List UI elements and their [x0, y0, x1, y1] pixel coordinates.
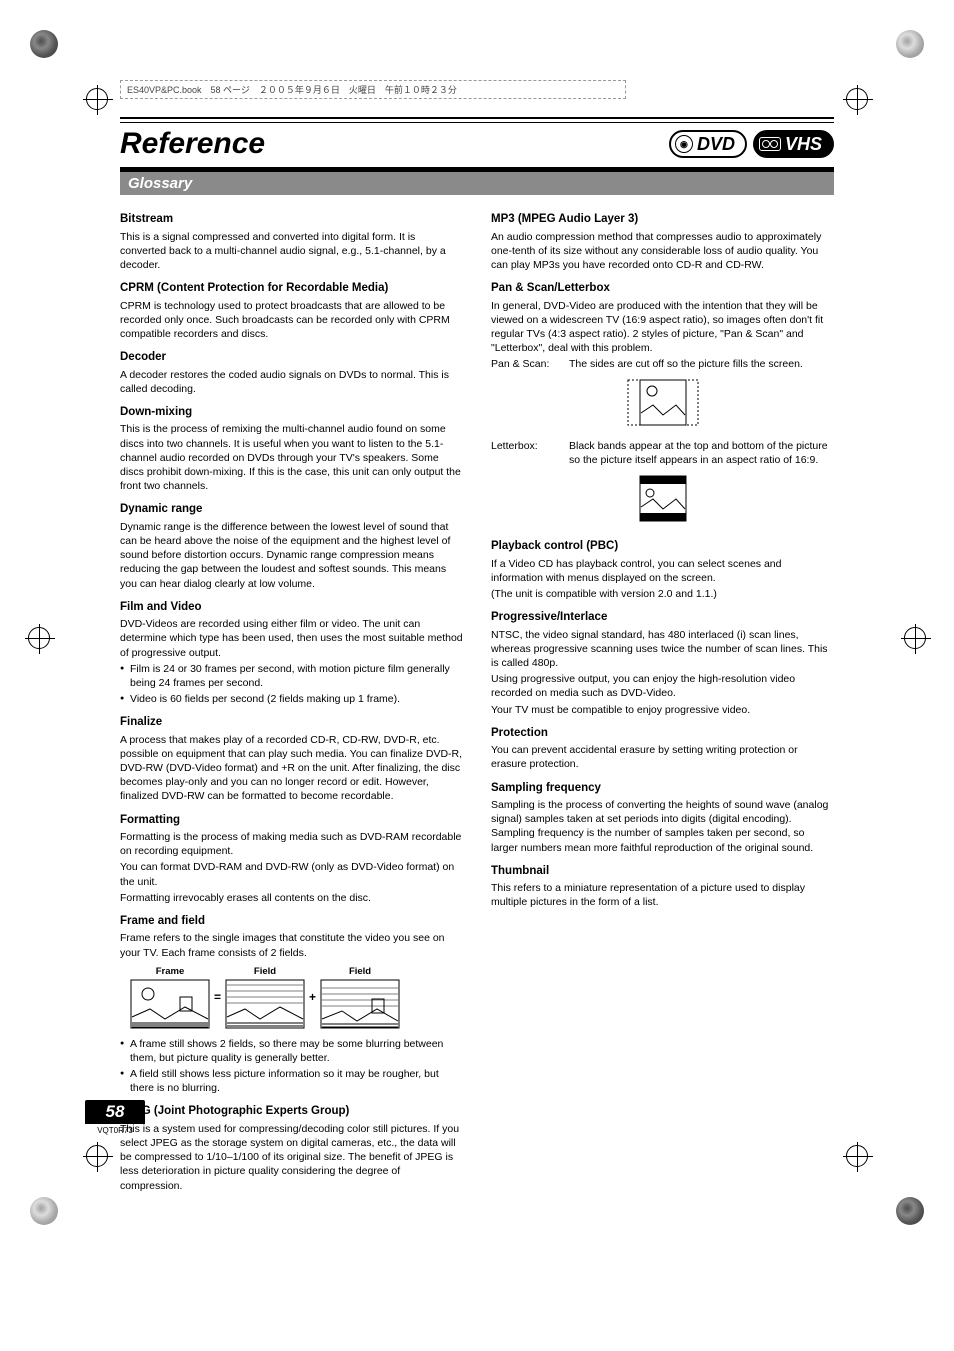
definition-key: Letterbox:	[491, 439, 563, 467]
term-body: NTSC, the video signal standard, has 480…	[491, 628, 834, 671]
doc-code: VQT0R73	[85, 1124, 145, 1135]
panscan-figure-icon	[491, 375, 834, 434]
page-meta-header: ES40VP&PC.book 58 ページ ２００５年９月６日 火曜日 午前１０…	[120, 80, 626, 99]
figure-label: Frame	[130, 966, 210, 979]
term-heading: Playback control (PBC)	[491, 539, 834, 555]
page-content: Reference ◉ DVD VHS Glossary Bitstream T…	[120, 117, 834, 1195]
term-body: A process that makes play of a recorded …	[120, 733, 463, 804]
term-body: Using progressive output, you can enjoy …	[491, 672, 834, 700]
term-heading: Thumbnail	[491, 864, 834, 880]
registration-mark	[28, 627, 50, 649]
term-body: Dynamic range is the difference between …	[120, 520, 463, 591]
term-heading: Frame and field	[120, 914, 463, 930]
term-heading: Sampling frequency	[491, 781, 834, 797]
vhs-badge: VHS	[753, 130, 834, 158]
crop-mark-br	[896, 1197, 924, 1225]
disc-icon: ◉	[675, 135, 693, 153]
figure-label: Field	[225, 966, 305, 979]
term-body: This is a system used for compressing/de…	[120, 1122, 463, 1193]
term-heading: MP3 (MPEG Audio Layer 3)	[491, 212, 834, 228]
column-left: Bitstream This is a signal compressed an…	[120, 203, 463, 1195]
registration-mark	[86, 88, 108, 110]
dvd-badge-label: DVD	[697, 134, 735, 155]
definition-key: Pan & Scan:	[491, 357, 563, 371]
term-heading: CPRM (Content Protection for Recordable …	[120, 281, 463, 297]
crop-mark-tl	[30, 30, 58, 58]
definition-row: Letterbox: Black bands appear at the top…	[491, 439, 834, 467]
registration-mark	[846, 88, 868, 110]
registration-mark	[86, 1145, 108, 1167]
list-item: Film is 24 or 30 frames per second, with…	[120, 662, 463, 690]
vhs-badge-label: VHS	[785, 134, 822, 155]
title-row: Reference ◉ DVD VHS	[120, 127, 834, 161]
term-heading: Dynamic range	[120, 502, 463, 518]
term-heading: Bitstream	[120, 212, 463, 228]
definition-value: The sides are cut off so the picture fil…	[569, 357, 834, 371]
term-heading: Finalize	[120, 715, 463, 731]
frame-field-figure: Frame = Fie	[130, 966, 463, 1029]
field-figure-icon	[320, 979, 400, 1029]
crop-mark-bl	[30, 1197, 58, 1225]
definition-value: Black bands appear at the top and bottom…	[569, 439, 834, 467]
term-body: CPRM is technology used to protect broad…	[120, 299, 463, 342]
list-item: A frame still shows 2 fields, so there m…	[120, 1037, 463, 1065]
section-heading: Glossary	[120, 172, 834, 195]
term-heading: Progressive/Interlace	[491, 610, 834, 626]
cassette-icon	[759, 137, 781, 151]
term-body: An audio compression method that compres…	[491, 230, 834, 273]
format-badges: ◉ DVD VHS	[669, 130, 834, 158]
list-item: Video is 60 fields per second (2 fields …	[120, 692, 463, 706]
page-number-box: 58 VQT0R73	[85, 1100, 145, 1135]
crop-mark-tr	[896, 30, 924, 58]
term-body: You can format DVD-RAM and DVD-RW (only …	[120, 860, 463, 888]
figure-label: Field	[320, 966, 400, 979]
header-rule	[120, 117, 834, 123]
term-body: This is the process of remixing the mult…	[120, 422, 463, 493]
field-figure-icon	[225, 979, 305, 1029]
column-right: MP3 (MPEG Audio Layer 3) An audio compre…	[491, 203, 834, 1195]
registration-mark	[904, 627, 926, 649]
term-body: You can prevent accidental erasure by se…	[491, 743, 834, 771]
term-body: DVD-Videos are recorded using either fil…	[120, 617, 463, 660]
columns: Bitstream This is a signal compressed an…	[120, 203, 834, 1195]
registration-mark	[846, 1145, 868, 1167]
letterbox-figure-icon	[491, 471, 834, 530]
term-heading: Pan & Scan/Letterbox	[491, 281, 834, 297]
term-body: In general, DVD-Video are produced with …	[491, 299, 834, 356]
frame-figure-icon	[130, 979, 210, 1029]
term-body: This is a signal compressed and converte…	[120, 230, 463, 273]
term-body: (The unit is compatible with version 2.0…	[491, 587, 834, 601]
term-body: Formatting is the process of making medi…	[120, 830, 463, 858]
definition-row: Pan & Scan: The sides are cut off so the…	[491, 357, 834, 371]
plus-sign: +	[309, 989, 316, 1005]
term-body: Frame refers to the single images that c…	[120, 931, 463, 959]
term-heading: Film and Video	[120, 600, 463, 616]
term-body: This refers to a miniature representatio…	[491, 881, 834, 909]
term-body: Sampling is the process of converting th…	[491, 798, 834, 855]
term-heading: JPEG (Joint Photographic Experts Group)	[120, 1104, 463, 1120]
term-body: Formatting irrevocably erases all conten…	[120, 891, 463, 905]
page-number: 58	[85, 1100, 145, 1124]
term-heading: Protection	[491, 726, 834, 742]
dvd-badge: ◉ DVD	[669, 130, 747, 158]
list-item: A field still shows less picture informa…	[120, 1067, 463, 1095]
term-heading: Down-mixing	[120, 405, 463, 421]
term-heading: Formatting	[120, 813, 463, 829]
term-list: Film is 24 or 30 frames per second, with…	[120, 662, 463, 707]
term-body: If a Video CD has playback control, you …	[491, 557, 834, 585]
term-body: Your TV must be compatible to enjoy prog…	[491, 703, 834, 717]
term-list: A frame still shows 2 fields, so there m…	[120, 1037, 463, 1096]
page-title: Reference	[120, 127, 265, 161]
equals-sign: =	[214, 989, 221, 1005]
term-body: A decoder restores the coded audio signa…	[120, 368, 463, 396]
term-heading: Decoder	[120, 350, 463, 366]
